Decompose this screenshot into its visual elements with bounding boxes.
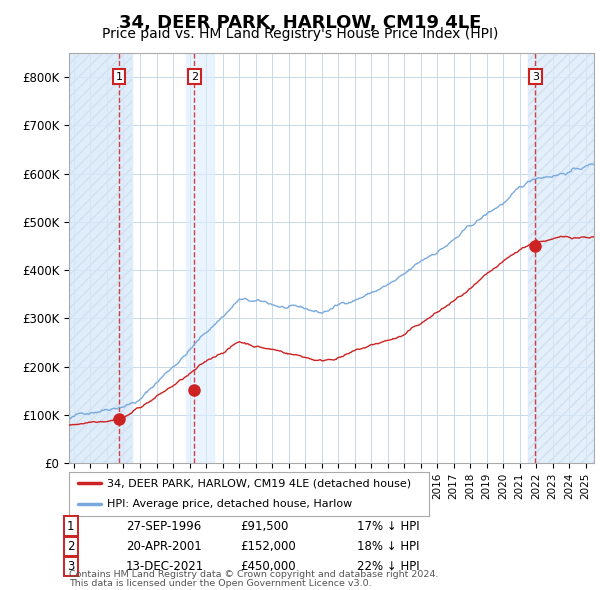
Text: Price paid vs. HM Land Registry's House Price Index (HPI): Price paid vs. HM Land Registry's House … <box>102 27 498 41</box>
Text: Contains HM Land Registry data © Crown copyright and database right 2024.: Contains HM Land Registry data © Crown c… <box>69 571 439 579</box>
Text: £91,500: £91,500 <box>240 520 289 533</box>
Text: 3: 3 <box>67 560 74 573</box>
Text: 17% ↓ HPI: 17% ↓ HPI <box>357 520 419 533</box>
Text: 1: 1 <box>67 520 74 533</box>
Text: HPI: Average price, detached house, Harlow: HPI: Average price, detached house, Harl… <box>107 499 352 509</box>
Bar <box>69 53 132 463</box>
Text: 13-DEC-2021: 13-DEC-2021 <box>126 560 204 573</box>
Text: This data is licensed under the Open Government Licence v3.0.: This data is licensed under the Open Gov… <box>69 579 371 588</box>
Text: 22% ↓ HPI: 22% ↓ HPI <box>357 560 419 573</box>
Bar <box>69 53 132 463</box>
Bar <box>69 53 132 463</box>
Text: £450,000: £450,000 <box>240 560 296 573</box>
Text: 27-SEP-1996: 27-SEP-1996 <box>126 520 201 533</box>
Text: 20-APR-2001: 20-APR-2001 <box>126 540 202 553</box>
Bar <box>528 53 594 463</box>
Text: 18% ↓ HPI: 18% ↓ HPI <box>357 540 419 553</box>
Text: 34, DEER PARK, HARLOW, CM19 4LE (detached house): 34, DEER PARK, HARLOW, CM19 4LE (detache… <box>107 478 411 488</box>
Text: 2: 2 <box>67 540 74 553</box>
Text: 3: 3 <box>532 71 539 81</box>
Text: 1: 1 <box>116 71 122 81</box>
Bar <box>528 53 594 463</box>
Text: £152,000: £152,000 <box>240 540 296 553</box>
Bar <box>528 53 594 463</box>
Bar <box>186 53 214 463</box>
Text: 34, DEER PARK, HARLOW, CM19 4LE: 34, DEER PARK, HARLOW, CM19 4LE <box>119 14 481 32</box>
Text: 2: 2 <box>191 71 198 81</box>
